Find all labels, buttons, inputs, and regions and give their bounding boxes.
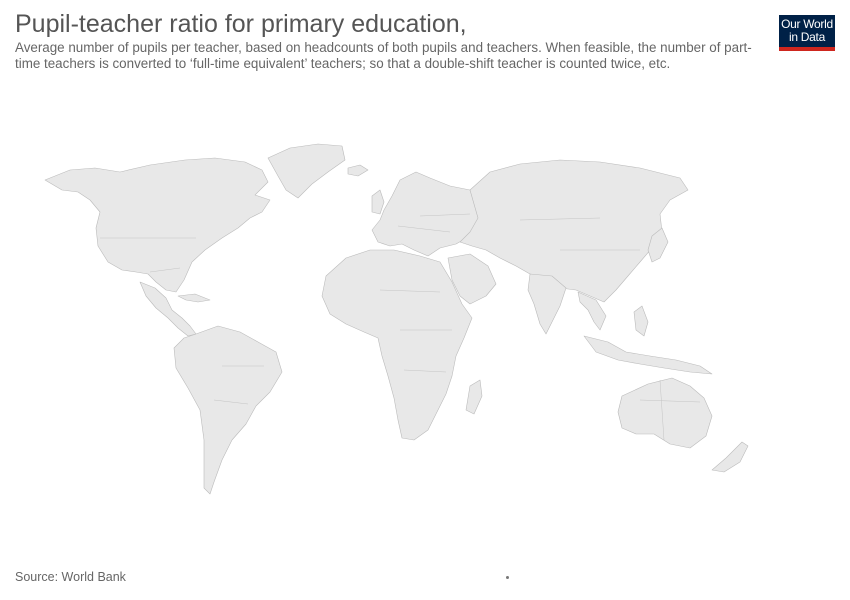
asia[interactable] [459, 159, 689, 303]
uk[interactable] [371, 189, 385, 215]
south-america[interactable] [173, 325, 283, 495]
madagascar[interactable] [465, 379, 483, 415]
logo-accent-bar [779, 47, 835, 51]
philippines[interactable] [633, 305, 649, 337]
source-note: Source: World Bank [15, 570, 126, 584]
greenland[interactable] [267, 143, 346, 199]
logo-line-2: in Data [789, 30, 825, 44]
chart-title: Pupil-teacher ratio for primary educatio… [15, 10, 467, 38]
chart-subtitle: Average number of pupils per teacher, ba… [15, 40, 752, 71]
logo-line-1: Our World [781, 17, 833, 31]
africa[interactable] [321, 249, 473, 441]
owid-logo[interactable]: Our World in Data [779, 15, 835, 51]
borders [100, 213, 701, 441]
north-america[interactable] [44, 157, 271, 293]
india[interactable] [527, 273, 567, 335]
australia[interactable] [617, 377, 713, 449]
southeast-asia[interactable] [577, 291, 607, 331]
cuba[interactable] [177, 293, 211, 303]
arabia[interactable] [447, 253, 497, 305]
world-map[interactable] [0, 100, 850, 560]
japan[interactable] [647, 227, 669, 263]
new-zealand[interactable] [711, 441, 749, 473]
timeline-dot [506, 576, 509, 579]
iceland[interactable] [347, 164, 369, 177]
indonesia[interactable] [583, 335, 713, 375]
world-map-svg [44, 143, 749, 495]
